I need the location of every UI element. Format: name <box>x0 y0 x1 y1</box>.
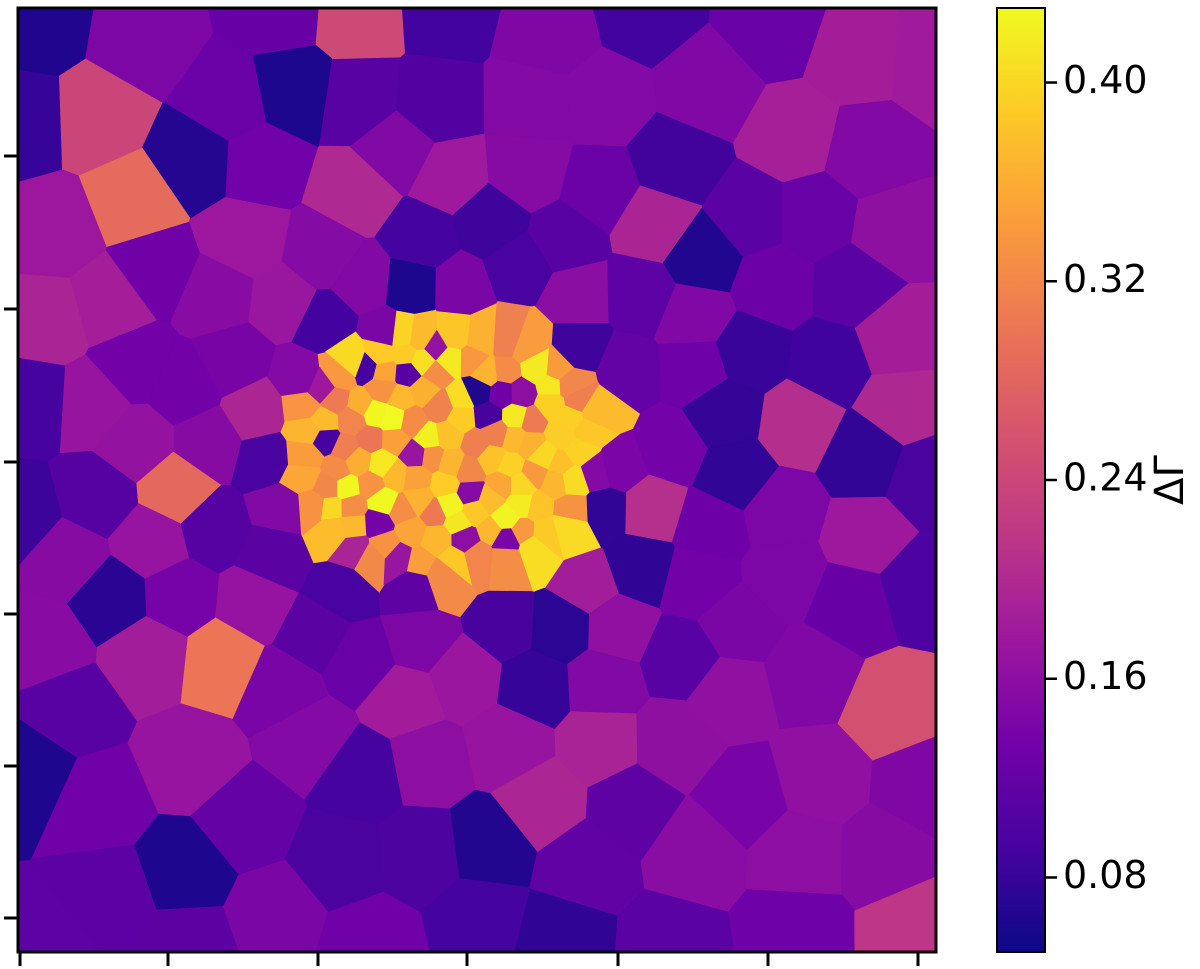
heatmap-cell <box>420 525 452 558</box>
heatmap-cell <box>489 8 603 76</box>
colorbar: 0.08 0.16 0.24 0.32 0.40 ΔΓ <box>996 7 1193 953</box>
colorbar-tick-label: 0.32 <box>1063 257 1148 301</box>
heatmap-cell <box>681 378 765 449</box>
heatmap-cell <box>219 376 285 441</box>
colorbar-label: ΔΓ <box>1147 454 1193 504</box>
heatmap-cell <box>891 8 936 132</box>
colorbar-gradient <box>997 8 1045 952</box>
heatmap-cell <box>640 794 748 913</box>
heatmap-cell <box>380 404 405 431</box>
colorbar-tick-label: 0.24 <box>1063 456 1148 500</box>
heatmap-cell <box>727 888 856 952</box>
heatmap-cell <box>320 495 342 521</box>
heatmap-cell <box>422 388 454 424</box>
heatmap-cell <box>312 471 338 499</box>
colorbar-tick-label: 0.16 <box>1063 654 1148 698</box>
colorbar-ticks: 0.08 0.16 0.24 0.32 0.40 <box>1045 58 1148 897</box>
heatmap-cell <box>869 736 936 840</box>
heatmap-cell <box>592 8 711 70</box>
heatmap-cell <box>411 348 436 377</box>
heatmap-cell <box>18 860 101 952</box>
heatmap-cell <box>745 809 843 895</box>
heatmap-cell <box>402 487 435 518</box>
heatmap-cell <box>490 502 521 530</box>
heatmap-cells <box>18 8 936 952</box>
heatmap-cell <box>519 348 549 385</box>
heatmap-cell <box>436 347 462 380</box>
heatmap-cell <box>105 221 200 324</box>
heatmap-cell <box>479 419 508 448</box>
heatmap-cell <box>325 331 365 378</box>
heatmap-cell <box>345 446 372 478</box>
colorbar-tick-label: 0.08 <box>1063 853 1148 897</box>
heatmap-cell <box>803 562 900 659</box>
heatmap-cell <box>490 756 588 852</box>
heatmap-cell <box>559 367 598 398</box>
heatmap-cell <box>349 110 435 197</box>
heatmap-cell <box>436 492 464 519</box>
heatmap-cell <box>136 451 222 525</box>
heatmap-cell <box>59 354 132 454</box>
heatmap-cell <box>385 258 436 314</box>
heatmap-cell <box>659 546 742 621</box>
heatmap-cell <box>18 68 63 183</box>
colorbar-tick-label: 0.40 <box>1063 58 1148 102</box>
heatmap-cell <box>782 171 859 264</box>
heatmap-cell <box>854 282 936 375</box>
heatmap-cell <box>310 405 339 431</box>
heatmap-cell <box>377 805 460 913</box>
heatmap-cell <box>315 8 406 60</box>
axis-ticks <box>4 154 920 966</box>
heatmap-cell <box>510 471 538 496</box>
heatmap-cell <box>491 528 520 550</box>
heatmap-cell <box>552 514 601 561</box>
heatmap-cell <box>315 891 430 952</box>
heatmap-cell <box>854 876 936 952</box>
plot-frame <box>16 6 938 954</box>
heatmap-cell <box>426 556 478 618</box>
heatmap-cell <box>134 813 239 910</box>
heatmap-cell <box>18 356 66 462</box>
heatmap-cell <box>307 366 335 404</box>
heatmap-cell <box>461 375 491 408</box>
heatmap-cell <box>658 341 728 410</box>
heatmap-cell <box>885 434 936 534</box>
heatmap-cell <box>553 405 584 432</box>
heatmap-cell <box>671 486 752 562</box>
heatmap-cell <box>271 592 352 676</box>
heatmap-cell <box>708 8 827 85</box>
heatmap-cell <box>368 529 401 559</box>
heatmap-cell <box>66 554 147 648</box>
heatmap-cell <box>625 474 690 543</box>
heatmap-cell <box>614 888 735 952</box>
heatmap-cell <box>527 439 558 470</box>
heatmap-cell <box>401 8 503 64</box>
heatmap-cell <box>483 57 571 142</box>
heatmap-cell <box>142 102 229 219</box>
heatmap-cell <box>562 464 590 496</box>
heatmap-cell <box>252 44 333 147</box>
